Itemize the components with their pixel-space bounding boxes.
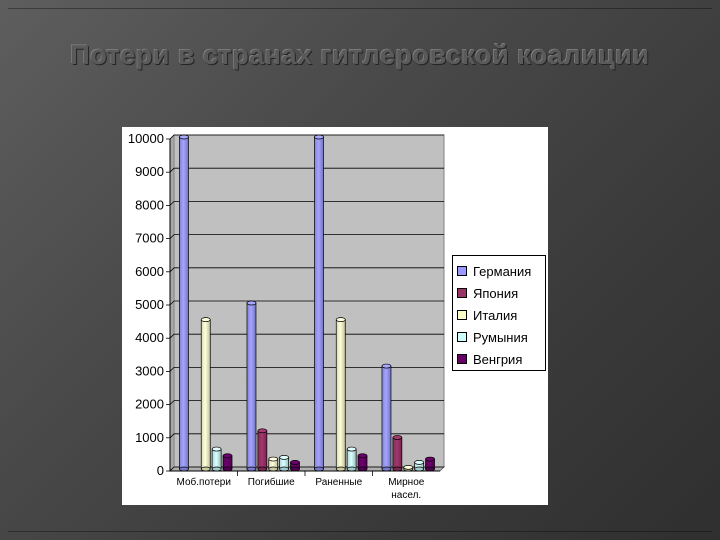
legend-swatch [457, 288, 467, 298]
bar-top [414, 460, 424, 465]
bar-top [290, 460, 300, 465]
legend-swatch [457, 266, 467, 276]
legend-swatch [457, 310, 467, 320]
bar-top [425, 456, 435, 462]
bar-base [346, 466, 357, 472]
bar-base [414, 466, 424, 472]
bar [200, 319, 211, 470]
x-tick-label: Мирное [388, 477, 425, 488]
legend-label: Германия [473, 263, 532, 279]
bar-top [222, 453, 233, 459]
y-tick-label: 10000 [128, 131, 164, 146]
bar-top [279, 455, 289, 460]
bar-base [279, 466, 289, 472]
y-tick-label: 0 [157, 463, 164, 478]
y-tick-label: 4000 [135, 330, 164, 345]
legend-item: Германия [457, 260, 545, 282]
bar-top [403, 464, 414, 470]
legend-label: Румыния [473, 329, 528, 345]
y-tick-label: 9000 [135, 164, 164, 179]
legend-item: Италия [457, 304, 545, 326]
bar-top [357, 453, 368, 459]
legend-swatch [457, 332, 467, 342]
bar [179, 136, 189, 470]
bar-base [425, 466, 435, 472]
bar-top [335, 317, 346, 322]
y-tick-label: 7000 [135, 231, 164, 246]
gridline-side [169, 134, 175, 140]
gridline-side [169, 300, 175, 306]
bar-base [392, 466, 403, 472]
slide-frame-top [8, 8, 712, 9]
slide-title: Потери в странах гитлеровской коалиции [70, 40, 650, 70]
legend-label: Италия [473, 307, 518, 323]
legend-swatch [457, 354, 467, 364]
bar-base [179, 466, 189, 472]
gridline-side [169, 167, 175, 173]
x-tick-label: Погибшие [248, 476, 295, 488]
bar-base [335, 466, 346, 472]
bar-base [268, 466, 279, 472]
y-tick-label: 2000 [135, 397, 164, 412]
slide-frame-bottom [8, 531, 712, 532]
bar-chart: 0 1000 2000 3000 4000 5000 6000 7000 8000 9000 100… [128, 131, 445, 501]
bar-base [222, 466, 233, 472]
gridline-side [169, 201, 175, 206]
gridline-side [169, 433, 175, 439]
bar-base [257, 466, 268, 472]
bar-top [268, 456, 279, 462]
x-tick-label: Моб.потери [177, 476, 231, 488]
bar-top [381, 363, 392, 369]
bar [392, 437, 403, 470]
plot-floor [169, 466, 445, 472]
bar [211, 448, 222, 470]
gridline-side [169, 267, 175, 273]
bar-base [357, 466, 368, 472]
bar [335, 319, 346, 470]
bar-top [346, 446, 357, 452]
y-tick-label: 5000 [135, 297, 164, 312]
y-tick-label: 1000 [135, 430, 164, 445]
bar-base [246, 466, 257, 472]
legend-label: Венгрия [473, 351, 523, 367]
bar-top [211, 446, 222, 452]
bar [257, 430, 268, 470]
bar [381, 365, 392, 470]
bar [246, 302, 257, 470]
legend-label: Япония [473, 285, 519, 301]
x-tick-label: Раненные [315, 477, 362, 488]
gridline-side [169, 234, 175, 239]
bar-base [211, 466, 222, 472]
legend-item: Румыния [457, 326, 545, 348]
bar-base [314, 466, 324, 472]
bar-top [246, 300, 257, 306]
y-tick-label: 3000 [135, 363, 164, 378]
bar-base [381, 466, 392, 472]
gridline-side [169, 367, 175, 372]
chart-legend: Германия Япония Италия Румыния Венгрия [452, 255, 546, 371]
bar-top [314, 134, 324, 140]
bar [314, 136, 324, 470]
y-tick-label: 8000 [135, 197, 164, 212]
legend-item: Венгрия [457, 348, 545, 370]
bar [346, 448, 357, 470]
bar-top [179, 134, 189, 140]
bar-top [200, 317, 211, 322]
x-tick-label: насел. [391, 490, 421, 501]
bar-base [290, 466, 300, 472]
gridline-side [169, 466, 175, 472]
legend-item: Япония [457, 282, 545, 304]
bar-top [257, 428, 268, 434]
bar-top [392, 435, 403, 440]
bar-base [200, 466, 211, 472]
y-tick-label: 6000 [135, 264, 164, 279]
gridline-side [169, 333, 175, 339]
gridline-side [169, 400, 175, 405]
